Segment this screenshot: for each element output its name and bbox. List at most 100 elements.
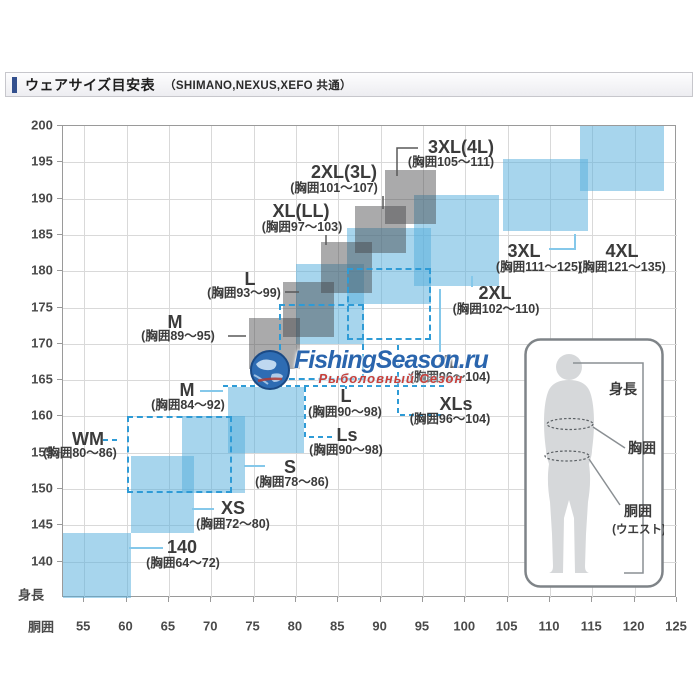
size-label-m-gray: M [167, 312, 183, 332]
size-box-gray-2XL(3L) [355, 205, 406, 254]
gridline-x-100 [465, 126, 467, 598]
x-tick-60 [125, 597, 127, 602]
x-tick-70 [210, 597, 212, 602]
size-label-xl-ll: XL(LL) [272, 201, 330, 221]
gridline-y-145 [63, 525, 677, 527]
page-title: ウェアサイズ目安表 [25, 76, 156, 93]
x-tick-label-105: 105 [495, 618, 518, 634]
y-tick-label-200: 200 [31, 117, 53, 133]
x-tick-115 [591, 597, 593, 602]
title-bar: ウェアサイズ目安表 （SHIMANO,NEXUS,XEFO 共通） [5, 72, 693, 97]
size-label-range-l-gray: (胸囲93～99) [207, 285, 281, 300]
size-label-3xl-4l: 3XL(4L) [427, 137, 495, 157]
y-tick-140 [57, 560, 62, 562]
gridline-y-175 [63, 307, 677, 309]
x-tick-label-120: 120 [622, 618, 645, 634]
size-label-xs: XS [220, 498, 246, 518]
gridline-x-60 [126, 126, 128, 598]
watermark-title: FishingSeason.ru [294, 346, 489, 374]
x-tick-label-90: 90 [372, 618, 387, 634]
x-tick-75 [252, 597, 254, 602]
x-tick-label-100: 100 [453, 618, 476, 634]
y-tick-160 [57, 415, 62, 417]
waist-measure-ellipse [544, 450, 590, 462]
size-label-range-140: (胸囲64～72) [146, 555, 220, 570]
gridline-y-150 [63, 489, 677, 491]
y-axis-title: 身長 [17, 587, 45, 603]
size-label-range-ls: (胸囲90～98) [309, 442, 383, 457]
size-label-wm: WM [72, 429, 104, 449]
y-tick-195 [57, 161, 62, 163]
y-tick-150 [57, 488, 62, 490]
y-tick-165 [57, 379, 62, 381]
watermark-globe-icon [250, 350, 290, 390]
size-label-2xl-3l: 2XL(3L) [310, 162, 378, 182]
gridline-y-160 [63, 416, 677, 418]
gridline-y-190 [63, 198, 677, 200]
gridline-y-195 [63, 162, 677, 164]
x-axis-title: 胴囲 [27, 619, 55, 635]
y-tick-label-185: 185 [31, 226, 53, 242]
size-box-dashed-XLs [346, 267, 432, 341]
title-accent-bar [12, 76, 17, 93]
size-label-range-wm: (胸囲80～86) [43, 445, 117, 460]
gridline-x-90 [380, 126, 382, 598]
x-tick-label-70: 70 [202, 618, 218, 634]
size-label-range-l-btm: (胸囲90～98) [308, 404, 382, 419]
x-tick-label-115: 115 [580, 618, 602, 634]
size-label-range-2xl-3l: (胸囲101～107) [290, 180, 378, 195]
size-label-s: S [283, 457, 297, 477]
measurement-guide-inset: 身長 胸囲 胴囲 (ウエスト) [524, 338, 664, 588]
size-label-xl-btm: XL [436, 352, 460, 372]
size-label-l-gray: L [244, 269, 256, 289]
y-tick-label-195: 195 [31, 153, 53, 169]
inset-chest-label: 胸囲 [628, 440, 656, 456]
chest-pointer-line [592, 426, 626, 449]
y-tick-label-180: 180 [31, 262, 53, 278]
size-label-m-blue: M [179, 380, 195, 400]
size-label-range-xls: (胸囲96～104) [409, 411, 491, 426]
inset-waist-sub-label: (ウエスト) [612, 523, 664, 536]
chest-measure-ellipse [546, 417, 594, 431]
x-tick-label-60: 60 [118, 618, 133, 634]
size-label-2xl-blue: 2XL [478, 283, 512, 303]
y-tick-180 [57, 270, 62, 272]
x-tick-55 [83, 597, 85, 602]
y-tick-190 [57, 197, 62, 199]
watermark-text: FishingSeason.ru Рыболовный Сезон [294, 346, 489, 386]
x-tick-95 [421, 597, 423, 602]
size-label-l-btm: L [340, 386, 352, 406]
gridline-y-140 [63, 561, 677, 563]
x-tick-125 [676, 597, 677, 602]
inset-waist-label: 胴囲 [624, 503, 652, 519]
page-subtitle: （SHIMANO,NEXUS,XEFO 共通） [164, 79, 352, 92]
size-label-range-xl-ll: (胸囲97～103) [261, 219, 343, 234]
x-tick-105 [506, 597, 508, 602]
size-box-blue-140 [63, 532, 131, 598]
y-tick-label-140: 140 [31, 553, 53, 569]
gridline-x-105 [507, 126, 509, 598]
size-box-dashed-Ls [278, 303, 364, 381]
y-tick-label-170: 170 [31, 335, 53, 351]
gridline-x-80 [295, 126, 297, 598]
size-box-gray-3XL(4L) [384, 169, 436, 225]
gridline-y-155 [63, 452, 677, 454]
x-tick-label-80: 80 [287, 618, 303, 634]
y-tick-label-145: 145 [31, 516, 53, 532]
inset-panel [524, 338, 664, 588]
gridline-x-55 [84, 126, 86, 598]
size-label-4xl-blue: 4XL [605, 241, 639, 261]
size-label-3xl-blue: 3XL [507, 241, 541, 261]
size-box-gray-L [283, 282, 334, 337]
y-tick-185 [57, 233, 62, 235]
size-label-xls: XLs [439, 394, 473, 414]
size-box-blue-4XL [579, 126, 665, 192]
size-label-range-2xl-blue: (胸囲102～110) [452, 301, 540, 316]
height-bracket-line [573, 362, 644, 574]
x-tick-label-75: 75 [245, 618, 260, 634]
gridline-x-85 [338, 126, 340, 598]
inset-height-label: 身長 [609, 381, 638, 397]
size-label-range-m-blue: (胸囲84～92) [151, 397, 225, 412]
size-label-range-s: (胸囲78～86) [255, 474, 329, 489]
